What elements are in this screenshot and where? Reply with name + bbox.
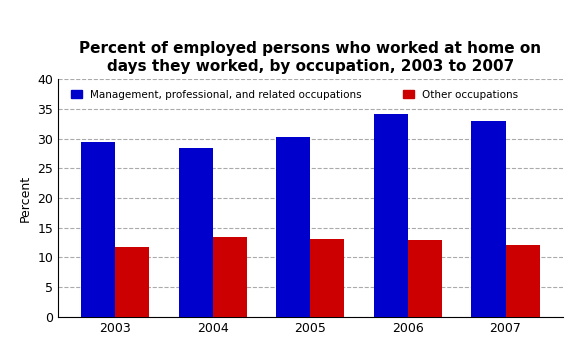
Bar (472, 121, 506, 317)
Bar (408, 240, 442, 317)
Title: Percent of employed persons who worked at home on
days they worked, by occupatio: Percent of employed persons who worked a… (79, 41, 541, 74)
Bar (179, 148, 213, 317)
Bar (213, 237, 247, 317)
Bar (506, 245, 539, 317)
Bar (374, 114, 408, 317)
Bar (310, 239, 345, 317)
Legend: Management, professional, and related occupations, Other occupations: Management, professional, and related oc… (68, 87, 521, 103)
Bar (81, 142, 115, 317)
Bar (115, 247, 149, 317)
Y-axis label: Percent: Percent (19, 175, 32, 221)
Bar (276, 137, 310, 317)
